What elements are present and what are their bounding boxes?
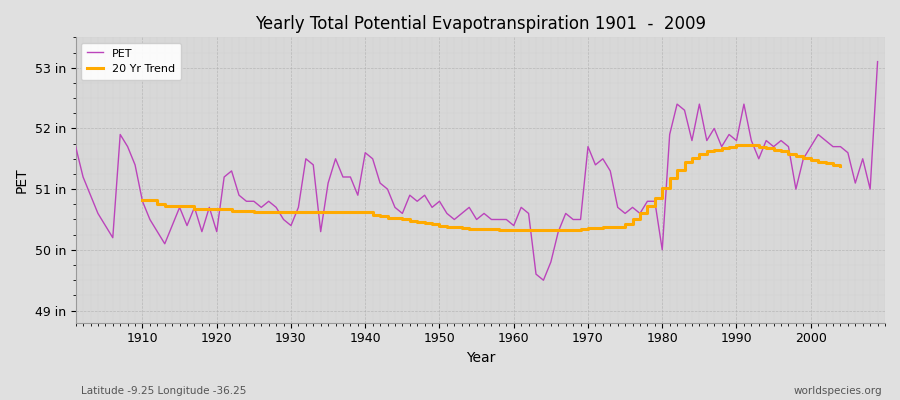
X-axis label: Year: Year: [465, 351, 495, 365]
PET: [872, 59, 883, 64]
PET: [538, 278, 549, 283]
20 Yr Trend: [657, 186, 668, 190]
20 Yr Trend: [620, 222, 631, 227]
20 Yr Trend: [664, 176, 675, 181]
PET: [338, 174, 348, 179]
Legend: PET, 20 Yr Trend: PET, 20 Yr Trend: [81, 43, 181, 80]
Y-axis label: PET: PET: [15, 167, 29, 193]
20 Yr Trend: [731, 143, 742, 148]
20 Yr Trend: [835, 164, 846, 168]
PET: [501, 217, 512, 222]
PET: [605, 168, 616, 173]
Line: 20 Yr Trend: 20 Yr Trend: [142, 146, 841, 230]
Line: PET: PET: [76, 62, 878, 280]
PET: [293, 205, 304, 210]
Text: worldspecies.org: worldspecies.org: [794, 386, 882, 396]
PET: [70, 144, 81, 149]
PET: [508, 223, 519, 228]
20 Yr Trend: [508, 228, 519, 233]
20 Yr Trend: [166, 204, 177, 208]
Text: Latitude -9.25 Longitude -36.25: Latitude -9.25 Longitude -36.25: [81, 386, 247, 396]
PET: [130, 162, 140, 167]
Title: Yearly Total Potential Evapotranspiration 1901  -  2009: Yearly Total Potential Evapotranspiratio…: [255, 15, 706, 33]
20 Yr Trend: [137, 198, 148, 202]
20 Yr Trend: [264, 210, 274, 215]
20 Yr Trend: [634, 211, 645, 216]
